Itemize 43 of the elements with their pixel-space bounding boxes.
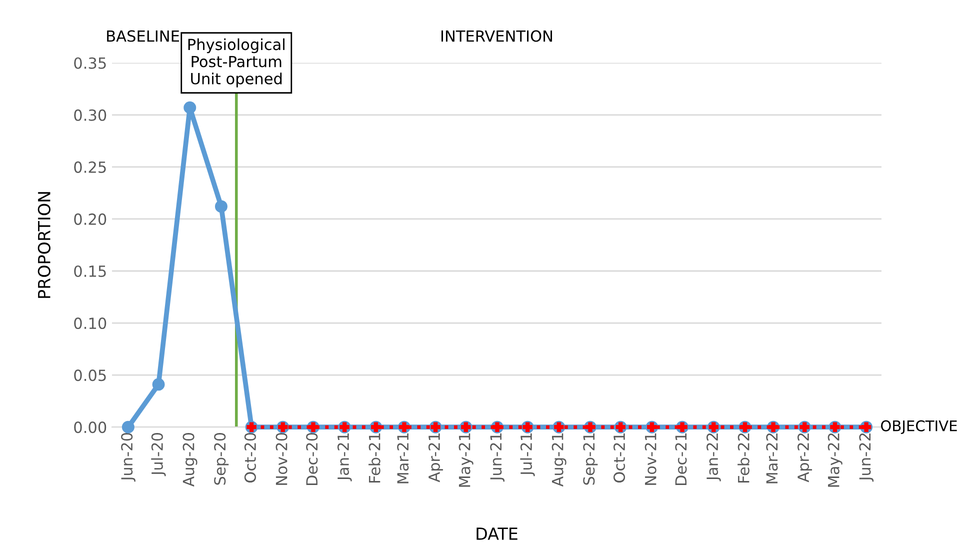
y-axis-title: PROPORTION — [38, 192, 50, 298]
y-tick-label: 0.25 — [74, 161, 106, 173]
point — [122, 420, 134, 434]
ref-line-label: Physiological Post-Partum Unit opened — [188, 38, 284, 88]
x-tick-label: Aug-20 — [182, 432, 198, 487]
y-tick-label: 0.35 — [74, 57, 106, 69]
x-axis-title: DATE — [476, 528, 518, 540]
x-tick-label: Jun-22 — [859, 433, 874, 482]
x-tick-label: Oct-20 — [244, 432, 256, 482]
x-tick-label: Jan-21 — [337, 433, 352, 482]
text: BASELINE — [107, 30, 179, 42]
point — [184, 101, 196, 114]
y-tick-label: 0.05 — [74, 370, 106, 382]
x-tick-label: Sep-21 — [583, 433, 598, 485]
y-tick-label: 0.00 — [74, 422, 106, 434]
x-tick-label: Jul-21 — [520, 433, 535, 476]
x-tick-label: Dec-21 — [675, 433, 687, 485]
x-tick-label: Apr-22 — [798, 433, 812, 482]
x-tick-label: Mar-21 — [397, 433, 409, 484]
text: INTERVENTION — [441, 30, 552, 42]
x-tick-label: Jul-20 — [151, 432, 166, 476]
x-tick-label: Dec-20 — [306, 432, 318, 485]
y-tick-label: 0.30 — [74, 109, 106, 121]
point — [152, 378, 165, 391]
x-tick-label: Oct-21 — [613, 433, 626, 482]
x-tick-label: Mar-22 — [766, 433, 778, 484]
x-tick-label: Jun-21 — [490, 433, 505, 482]
y-tick-label: 0.10 — [74, 317, 106, 330]
x-tick-label: Jan-22 — [706, 433, 721, 482]
x-tick-label: Nov-20 — [276, 432, 288, 485]
x-tick-label: Feb-22 — [738, 433, 750, 482]
x-tick-label: Aug-21 — [552, 433, 566, 487]
x-tick-label: Apr-21 — [428, 433, 443, 482]
x-tick-label: Feb-21 — [368, 433, 380, 482]
series-label: OBJECTIVE — [881, 420, 957, 434]
y-tick-label: 0.20 — [74, 213, 106, 225]
x-tick-label: Sep-20 — [214, 432, 229, 485]
x-tick-label: Nov-21 — [644, 433, 656, 485]
x-tick-label: Jun-20 — [121, 432, 136, 482]
y-tick-label: 0.15 — [74, 265, 106, 278]
x-tick-label: May-21 — [458, 433, 474, 487]
x-tick-label: May-22 — [828, 433, 842, 487]
point — [214, 200, 228, 213]
